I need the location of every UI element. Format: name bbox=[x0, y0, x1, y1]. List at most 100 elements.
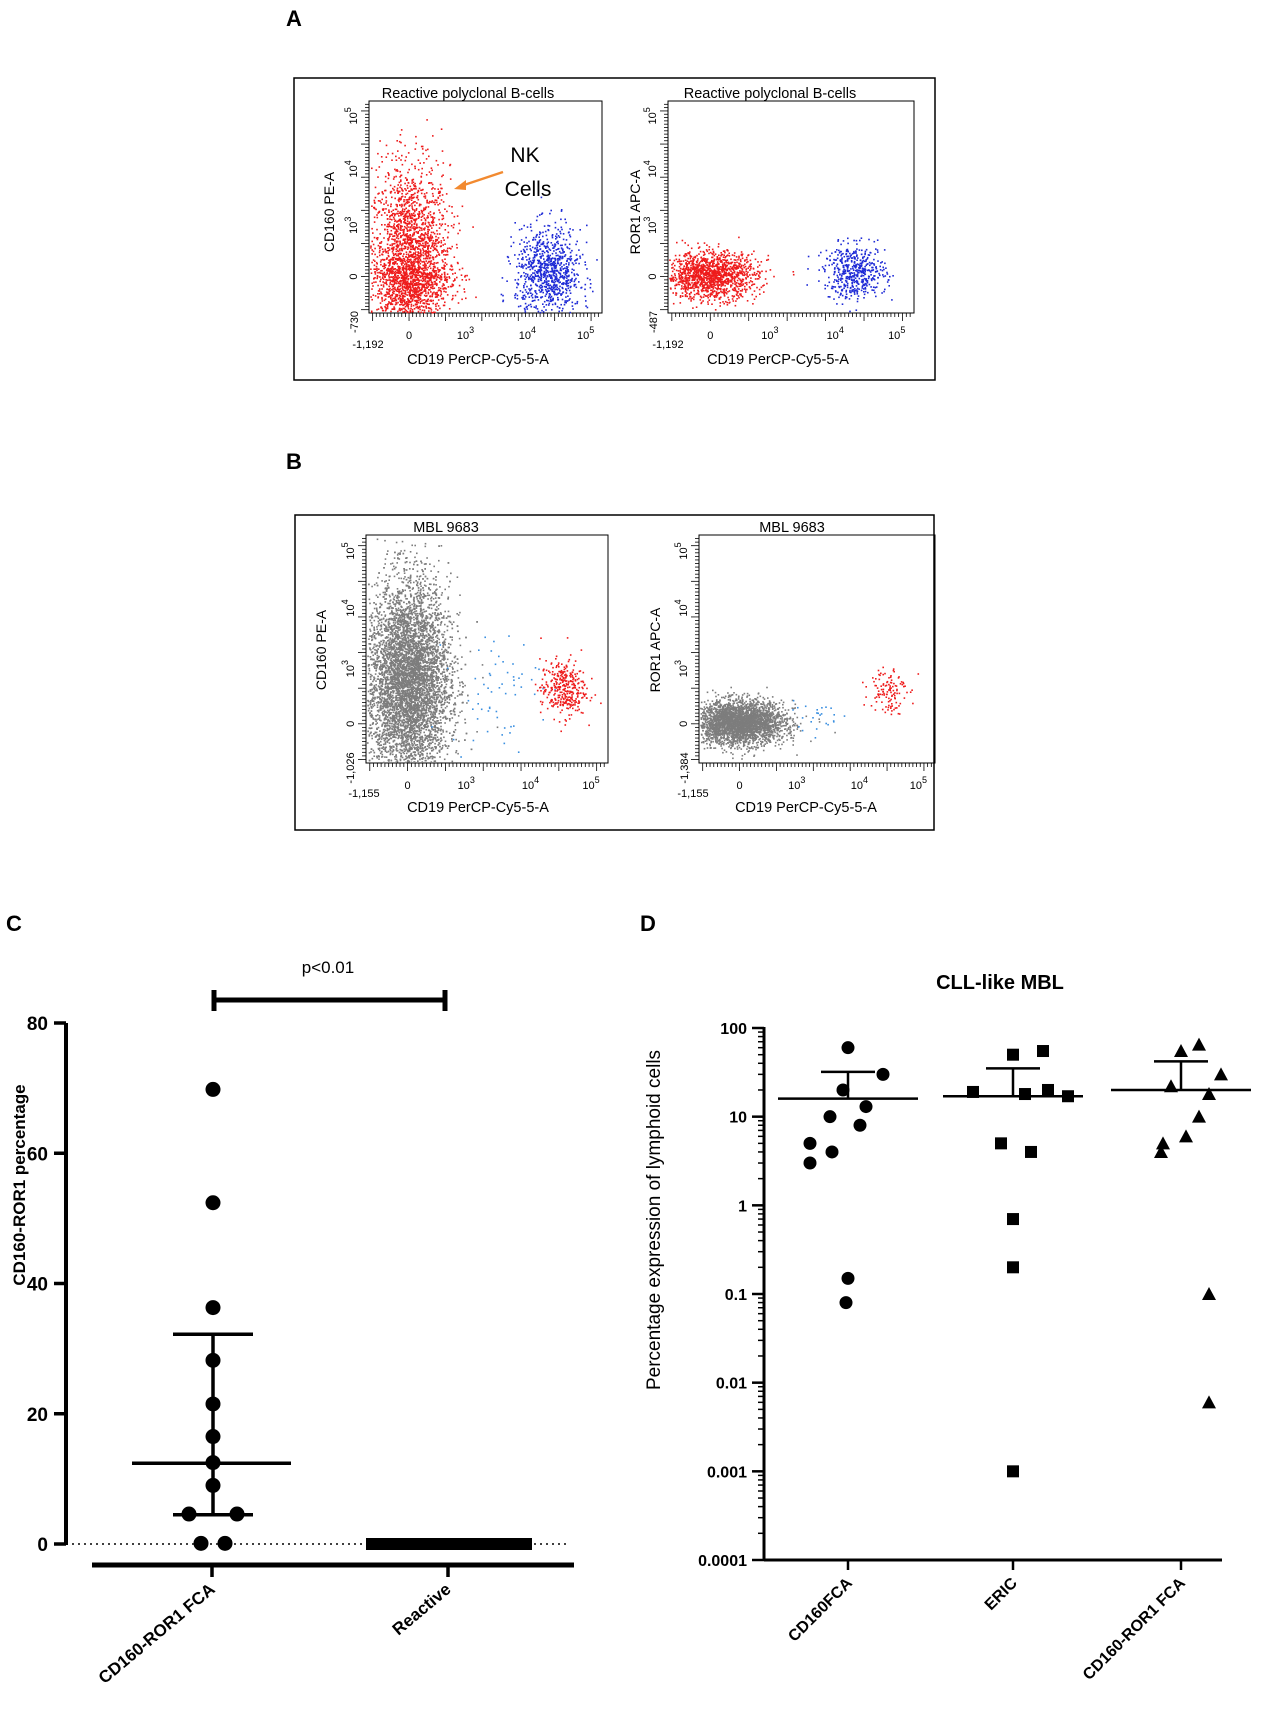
event-dot bbox=[553, 267, 555, 269]
event-dot bbox=[420, 260, 422, 262]
event-dot bbox=[419, 243, 421, 245]
event-dot bbox=[705, 295, 707, 297]
event-dot bbox=[419, 269, 421, 271]
event-dot bbox=[379, 200, 381, 202]
event-dot bbox=[543, 311, 545, 313]
event-dot bbox=[829, 282, 831, 284]
flow-plot-a-left: Reactive polyclonal B-cells CD160 PE-A C… bbox=[321, 86, 602, 368]
event-dot bbox=[710, 290, 712, 292]
event-dot bbox=[404, 239, 406, 241]
event-dot bbox=[415, 292, 417, 294]
event-dot bbox=[522, 253, 524, 255]
event-dot bbox=[842, 295, 844, 297]
event-dot bbox=[459, 269, 461, 271]
event-dot bbox=[397, 302, 399, 304]
event-dot bbox=[406, 199, 408, 201]
event-dot bbox=[534, 306, 536, 308]
event-dot bbox=[394, 192, 396, 194]
event-dot bbox=[377, 176, 379, 178]
event-dot bbox=[715, 270, 717, 272]
event-dot bbox=[381, 284, 383, 286]
event-dot bbox=[410, 217, 412, 219]
event-dot bbox=[538, 279, 540, 281]
event-dot bbox=[889, 276, 891, 278]
event-dot bbox=[697, 290, 699, 292]
event-dot bbox=[592, 291, 594, 293]
event-dot bbox=[451, 225, 453, 227]
event-dot bbox=[751, 253, 753, 255]
event-dot bbox=[430, 291, 432, 293]
event-dot bbox=[529, 258, 531, 260]
event-dot bbox=[514, 254, 516, 256]
event-dot bbox=[421, 293, 423, 295]
event-dot bbox=[420, 298, 422, 300]
event-dot bbox=[415, 294, 417, 296]
event-dot bbox=[415, 221, 417, 223]
event-dot bbox=[430, 234, 432, 236]
event-dot bbox=[580, 257, 582, 259]
event-dot bbox=[421, 181, 423, 183]
event-dot bbox=[692, 285, 694, 287]
event-dot bbox=[551, 309, 553, 311]
event-dot bbox=[430, 268, 432, 270]
event-dot bbox=[720, 261, 722, 263]
event-dot bbox=[541, 244, 543, 246]
event-dot bbox=[711, 253, 713, 255]
event-dot bbox=[686, 266, 688, 268]
event-dot bbox=[444, 265, 446, 267]
event-dot bbox=[398, 292, 400, 294]
event-dot bbox=[712, 292, 714, 294]
event-dot bbox=[427, 233, 429, 235]
event-dot bbox=[430, 173, 432, 175]
event-dot bbox=[411, 240, 413, 242]
event-dot bbox=[722, 254, 724, 256]
event-dot bbox=[394, 223, 396, 225]
event-dot bbox=[389, 259, 391, 261]
event-dot bbox=[561, 283, 563, 285]
event-dot bbox=[424, 310, 426, 312]
event-dot bbox=[689, 278, 691, 280]
event-dot bbox=[565, 254, 567, 256]
event-dot bbox=[734, 281, 736, 283]
event-dot bbox=[717, 266, 719, 268]
event-dot bbox=[451, 286, 453, 288]
event-dot bbox=[402, 287, 404, 289]
event-dot bbox=[381, 270, 383, 272]
event-dot bbox=[558, 248, 560, 250]
event-dot bbox=[427, 217, 429, 219]
event-dot bbox=[690, 300, 692, 302]
event-dot bbox=[383, 268, 385, 270]
event-dot bbox=[412, 207, 414, 209]
event-dot bbox=[703, 296, 705, 298]
event-dot bbox=[441, 128, 443, 130]
event-dot bbox=[587, 307, 589, 309]
event-dot bbox=[387, 252, 389, 254]
event-dot bbox=[736, 275, 738, 277]
event-dot bbox=[440, 188, 442, 190]
event-dot bbox=[410, 254, 412, 256]
event-dot bbox=[415, 277, 417, 279]
event-dot bbox=[376, 229, 378, 231]
event-dot bbox=[380, 292, 382, 294]
event-dot bbox=[444, 274, 446, 276]
event-dot bbox=[540, 239, 542, 241]
event-dot bbox=[523, 287, 525, 289]
event-dot bbox=[672, 277, 674, 279]
event-dot bbox=[373, 282, 375, 284]
event-dot bbox=[384, 274, 386, 276]
event-dot bbox=[570, 236, 572, 238]
event-dot bbox=[388, 240, 390, 242]
event-dot bbox=[432, 263, 434, 265]
event-dot bbox=[535, 307, 537, 309]
event-dot bbox=[391, 308, 393, 310]
event-dot bbox=[438, 290, 440, 292]
event-dot bbox=[376, 214, 378, 216]
event-dot bbox=[426, 269, 428, 271]
event-dot bbox=[373, 259, 375, 261]
event-dot bbox=[706, 267, 708, 269]
event-dot bbox=[704, 284, 706, 286]
event-dot bbox=[399, 289, 401, 291]
event-dot bbox=[442, 150, 444, 152]
event-dot bbox=[420, 263, 422, 265]
event-dot bbox=[536, 245, 538, 247]
